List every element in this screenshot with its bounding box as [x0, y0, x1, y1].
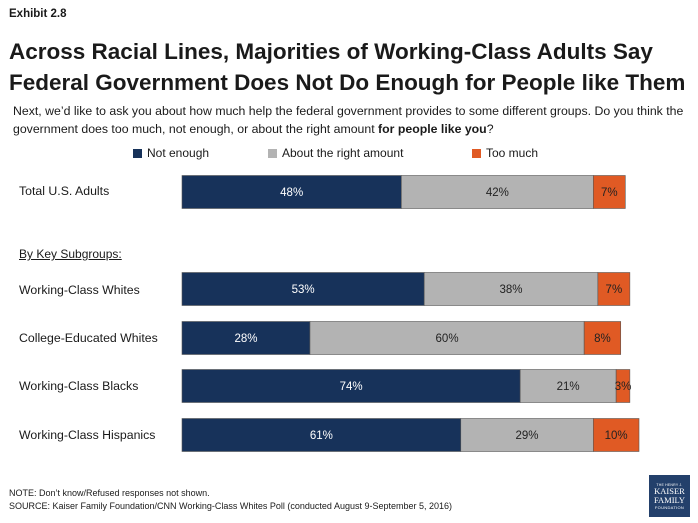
chart-title-line-1: Across Racial Lines, Majorities of Worki…	[9, 39, 653, 64]
category-label-total: Total U.S. Adults	[19, 184, 110, 198]
chart-notes: NOTE: Don’t know/Refused responses not s…	[9, 487, 452, 513]
logo-line-4: FOUNDATION	[654, 504, 685, 510]
data-label-too-much-working-class-whites: 7%	[606, 284, 623, 296]
source-text: SOURCE: Kaiser Family Foundation/CNN Wor…	[9, 501, 453, 511]
bar-about-right-college-educated-whites	[309, 321, 585, 355]
data-label-about-right-total: 42%	[486, 187, 509, 199]
bar-too-much-working-class-blacks	[615, 369, 631, 403]
bar-too-much-working-class-whites	[597, 272, 631, 306]
kff-logo: THE HENRY J. KAISER FAMILY FOUNDATION	[649, 475, 690, 517]
bar-not-enough-college-educated-whites	[181, 321, 311, 355]
bar-about-right-total	[401, 175, 594, 209]
logo-line-1: THE HENRY J.	[656, 482, 683, 487]
category-label-working-class-hispanics: Working-Class Hispanics	[19, 428, 156, 442]
data-label-about-right-working-class-whites: 38%	[500, 284, 523, 296]
bar-not-enough-working-class-whites	[181, 272, 425, 306]
data-label-about-right-college-educated-whites: 60%	[436, 333, 459, 345]
data-label-not-enough-working-class-blacks: 74%	[340, 381, 363, 393]
legend-swatch-too-much	[472, 148, 481, 158]
exhibit-label: Exhibit 2.8	[9, 8, 67, 20]
data-label-too-much-working-class-blacks: 3%	[615, 381, 632, 393]
category-label-college-educated-whites: College-Educated Whites	[19, 331, 158, 345]
bar-too-much-college-educated-whites	[583, 321, 622, 355]
data-label-too-much-college-educated-whites: 8%	[594, 333, 611, 345]
subgroups-heading: By Key Subgroups:	[19, 247, 122, 261]
data-label-about-right-working-class-blacks: 21%	[557, 381, 580, 393]
chart-legend: Not enough About the right amount Too mu…	[0, 146, 698, 160]
data-label-not-enough-total: 48%	[280, 187, 303, 199]
legend-item-not-enough: Not enough	[133, 146, 209, 160]
data-label-too-much-total: 7%	[601, 187, 618, 199]
data-label-about-right-working-class-hispanics: 29%	[516, 430, 539, 442]
question-end: ?	[486, 122, 494, 136]
data-label-not-enough-working-class-whites: 53%	[292, 284, 315, 296]
logo-line-2: KAISER	[654, 485, 685, 496]
legend-swatch-not-enough	[133, 148, 142, 158]
bar-too-much-total	[592, 175, 626, 209]
logo-line-3: FAMILY	[653, 494, 686, 505]
legend-label-not-enough: Not enough	[147, 146, 210, 160]
data-label-not-enough-working-class-hispanics: 61%	[310, 430, 333, 442]
bar-not-enough-total	[181, 175, 402, 209]
legend-item-too-much: Too much	[472, 146, 538, 160]
survey-question: Next, we’d like to ask you about how muc…	[13, 102, 693, 138]
note-text: NOTE: Don’t know/Refused responses not s…	[9, 488, 210, 498]
legend-swatch-about-right	[268, 148, 277, 158]
legend-label-too-much: Too much	[486, 146, 539, 160]
chart-title-line-2: Federal Government Does Not Do Enough fo…	[9, 70, 686, 95]
chart-title: Across Racial Lines, Majorities of Worki…	[9, 36, 694, 98]
bar-about-right-working-class-blacks	[519, 369, 617, 403]
bar-too-much-working-class-hispanics	[592, 418, 640, 452]
question-text: Next, we’d like to ask you about how muc…	[13, 104, 684, 136]
legend-label-about-right: About the right amount	[282, 146, 404, 160]
bar-about-right-working-class-whites	[423, 272, 599, 306]
data-label-too-much-working-class-hispanics: 10%	[605, 430, 628, 442]
category-label-working-class-blacks: Working-Class Blacks	[19, 379, 139, 393]
question-emphasis: for people like you	[378, 122, 487, 136]
category-label-working-class-whites: Working-Class Whites	[19, 283, 140, 297]
legend-item-about-right: About the right amount	[268, 146, 403, 160]
data-label-not-enough-college-educated-whites: 28%	[234, 333, 257, 345]
bar-not-enough-working-class-hispanics	[181, 418, 462, 452]
bar-not-enough-working-class-blacks	[181, 369, 521, 403]
